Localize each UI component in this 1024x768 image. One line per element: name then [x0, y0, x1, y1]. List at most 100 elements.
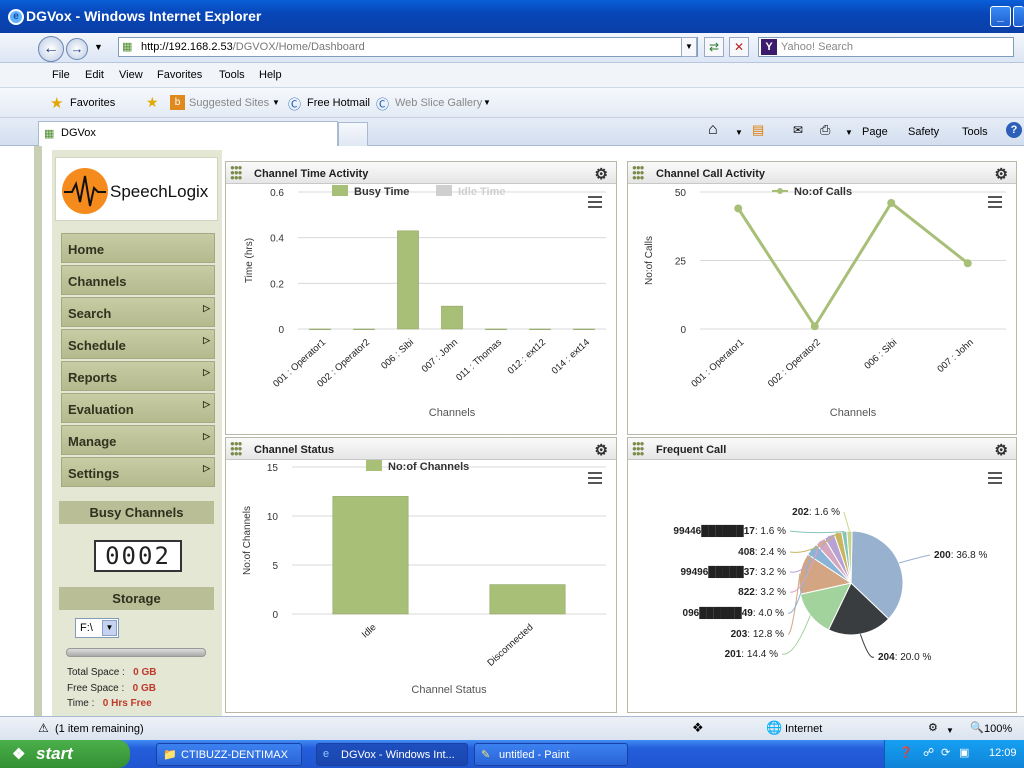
nav-manage[interactable]: Manage ▷ [61, 425, 215, 455]
pie-label-name: 99496█████37 [681, 565, 756, 579]
add-ons-dropdown-icon[interactable]: ▼ [946, 726, 954, 735]
zoom-icon[interactable]: 🔍 [970, 722, 984, 734]
chart-menu-icon[interactable] [988, 472, 1002, 487]
menu-tools[interactable]: Tools [219, 69, 245, 81]
y-tick-label: 5 [272, 561, 278, 572]
pie-slice [827, 582, 890, 636]
tray-sync-icon[interactable]: ⟳ [941, 747, 951, 759]
drive-value: F:\ [80, 622, 93, 634]
warning-icon: ⚠ [38, 721, 49, 735]
nav-evaluation[interactable]: Evaluation ▷ [61, 393, 215, 423]
pie-label-pct: : 14.4 % [741, 649, 778, 660]
suggested-sites-icon: b [170, 95, 185, 110]
add-ons-icon[interactable]: ⚙ [928, 722, 938, 734]
mail-icon[interactable]: ✉ [793, 123, 804, 137]
legend-swatch [436, 185, 452, 196]
data-point [810, 322, 819, 331]
panel-header: ●●● ●●● ●●● Channel Call Activity ⚙ [628, 162, 1016, 184]
print-dropdown-icon[interactable]: ▼ [845, 128, 853, 137]
start-button[interactable]: ❖ start [0, 740, 130, 768]
pie-label: 408: 2.4 % [738, 547, 786, 558]
zoom-level[interactable]: 100% [984, 723, 1013, 735]
drag-handle-icon[interactable]: ●●● ●●● ●●● [632, 439, 644, 458]
gear-icon[interactable]: ⚙ [594, 166, 608, 183]
hotmail-link[interactable]: Free Hotmail [307, 97, 370, 109]
task-ctibuzz[interactable]: 📁 CTIBUZZ-DENTIMAX [156, 743, 302, 766]
nav-search[interactable]: Search ▷ [61, 297, 215, 327]
menu-file[interactable]: File [52, 69, 70, 81]
search-field[interactable]: Y Yahoo! Search [758, 37, 1014, 57]
minimize-button[interactable]: _ [990, 6, 1011, 27]
task-paint[interactable]: ✎ untitled - Paint [474, 743, 628, 766]
pie-slice [846, 530, 853, 584]
add-favorite-icon[interactable]: ★ [146, 94, 159, 110]
menu-view[interactable]: View [119, 69, 143, 81]
tools-menu[interactable]: Tools [962, 126, 988, 138]
bar [441, 305, 463, 330]
pie-label: 203: 12.8 % [731, 629, 784, 640]
maximize-button[interactable] [1013, 6, 1024, 27]
chart-menu-icon[interactable] [988, 196, 1002, 211]
chevron-right-icon: ▷ [203, 367, 210, 377]
logo-mark [62, 168, 108, 214]
url-dropdown-icon[interactable]: ▼ [681, 37, 697, 57]
panel-title: Channel Call Activity [656, 168, 766, 180]
task-dgvox[interactable]: e DGVox - Windows Int... [316, 743, 468, 766]
safety-menu[interactable]: Safety [908, 126, 940, 138]
nav-channels-label: Channels [68, 274, 127, 289]
menu-favorites[interactable]: Favorites [157, 69, 203, 81]
site-favicon: ▦ [122, 41, 133, 53]
y-tick-label: 0 [278, 325, 284, 336]
help-icon[interactable]: ? [1006, 122, 1022, 138]
refresh-icon[interactable]: ⇄ [704, 37, 724, 57]
tray-help-icon[interactable]: ❓ [899, 747, 913, 759]
suggested-dropdown-icon[interactable]: ▼ [272, 98, 280, 107]
menu-help[interactable]: Help [259, 69, 282, 81]
tab-dgvox[interactable]: ▦ DGVox [38, 121, 338, 146]
pie-label-pct: : 20.0 % [895, 652, 932, 663]
stop-icon[interactable]: ✕ [729, 37, 749, 57]
chart-menu-icon[interactable] [588, 196, 602, 211]
nav-channels[interactable]: Channels [61, 265, 215, 295]
menu-edit[interactable]: Edit [85, 69, 104, 81]
favorites-button[interactable]: Favorites [70, 97, 116, 109]
pie-label-pct: : 4.0 % [753, 608, 784, 619]
pie-label-name: 408 [738, 547, 755, 558]
forward-button[interactable]: → [66, 38, 88, 60]
protected-mode-icon[interactable]: ❖ [692, 720, 704, 735]
drag-handle-icon[interactable]: ●●● ●●● ●●● [632, 163, 644, 182]
home-dropdown-icon[interactable]: ▼ [735, 128, 743, 137]
webslice-dropdown-icon[interactable]: ▼ [483, 98, 491, 107]
chart-menu-icon[interactable] [588, 472, 602, 487]
task-label: CTIBUZZ-DENTIMAX [181, 749, 288, 761]
rss-icon[interactable]: ▤ [752, 122, 765, 137]
drag-handle-icon[interactable]: ●●● ●●● ●●● [230, 163, 242, 182]
page-menu[interactable]: Page [862, 126, 888, 138]
webslice-link[interactable]: Web Slice Gallery [395, 97, 483, 109]
page-border [34, 146, 42, 716]
new-tab-button[interactable] [338, 122, 368, 146]
history-dropdown-icon[interactable]: ▼ [94, 42, 103, 52]
gear-icon[interactable]: ⚙ [994, 442, 1008, 459]
url-field[interactable]: ▦ http://192.168.2.53/DGVOX/Home/Dashboa… [118, 37, 698, 57]
bar [309, 328, 331, 330]
drive-select[interactable]: F:\ ▼ [75, 618, 119, 638]
gear-icon[interactable]: ⚙ [594, 442, 608, 459]
tray-network-icon[interactable]: ☍ [923, 747, 935, 759]
y-axis-label: Time (hrs) [244, 238, 255, 283]
busy-channels-title: Busy Channels [59, 501, 214, 524]
tray-monitor-icon[interactable]: ▣ [959, 747, 970, 759]
nav-settings[interactable]: Settings ▷ [61, 457, 215, 487]
drag-handle-icon[interactable]: ●●● ●●● ●●● [230, 439, 242, 458]
suggested-sites-link[interactable]: Suggested Sites [189, 97, 270, 109]
time-label: Time : [67, 698, 95, 709]
windows-logo-icon: ❖ [12, 746, 26, 763]
nav-home[interactable]: Home [61, 233, 215, 263]
nav-schedule[interactable]: Schedule ▷ [61, 329, 215, 359]
nav-reports[interactable]: Reports ▷ [61, 361, 215, 391]
home-icon[interactable]: ⌂ [708, 121, 718, 138]
gear-icon[interactable]: ⚙ [994, 166, 1008, 183]
print-icon[interactable]: ⎙ [820, 122, 831, 137]
pie-connector [843, 511, 850, 532]
back-button[interactable]: ← [38, 36, 64, 62]
